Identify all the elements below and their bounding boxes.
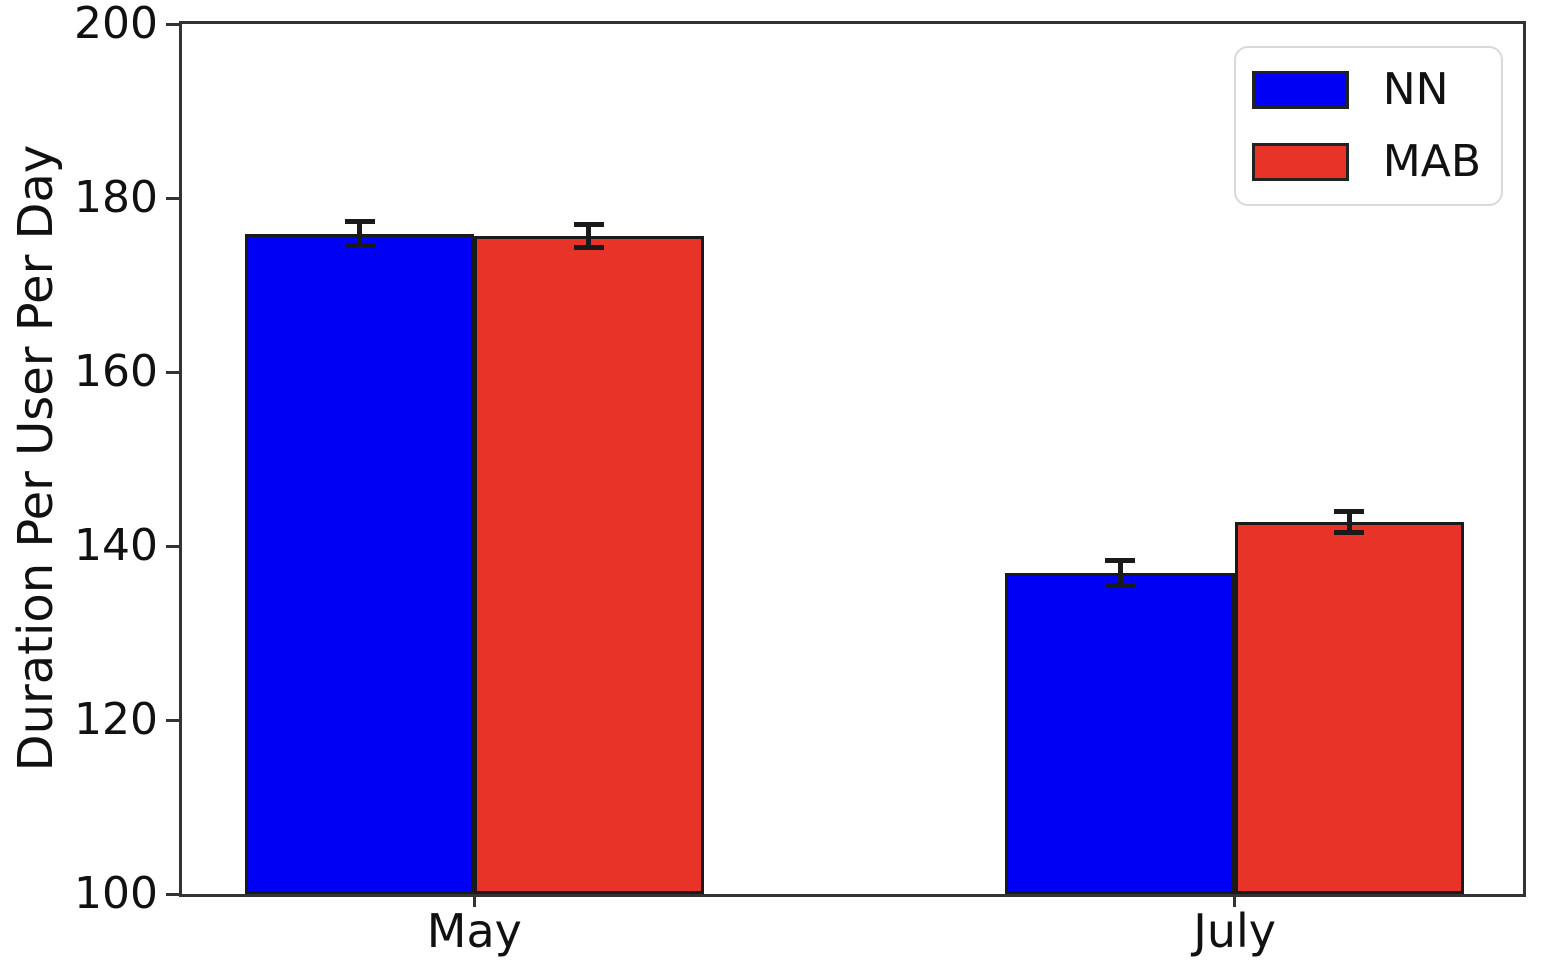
error-bar-cap (1334, 508, 1365, 514)
y-axis-label: Duration Per User Per Day (8, 144, 64, 772)
error-bar-cap (344, 218, 375, 224)
y-tick-label: 200 (74, 0, 158, 49)
error-bar (1117, 560, 1123, 586)
error-bar-cap (1334, 529, 1365, 535)
bar-nn-july (1005, 572, 1235, 894)
x-tick-mark (472, 894, 476, 907)
plot-area: 100 120 140 160 180 200 NN MAB May July (74, 2, 1526, 954)
error-bar (1346, 511, 1352, 533)
legend-item-nn: NN (1251, 64, 1481, 116)
error-bar-cap (1105, 582, 1136, 588)
x-tick-label-july: July (1193, 904, 1277, 958)
error-bar (357, 221, 363, 246)
error-bar-cap (344, 243, 375, 249)
error-bar-cap (1105, 558, 1136, 564)
y-tick-mark (166, 196, 179, 200)
y-tick-label: 120 (74, 694, 158, 745)
legend-label-nn: NN (1382, 64, 1449, 115)
y-tick-mark (166, 22, 179, 26)
y-tick-mark (166, 892, 179, 896)
y-tick-label: 140 (74, 520, 158, 571)
x-tick-mark (1233, 894, 1237, 907)
legend-label-mab: MAB (1382, 136, 1481, 187)
y-tick-mark (166, 370, 179, 374)
bar-mab-july (1234, 521, 1464, 894)
y-tick-label: 160 (74, 346, 158, 397)
nn-color-swatch (1251, 71, 1349, 109)
x-tick-label-may: May (426, 904, 522, 958)
mab-color-swatch (1251, 143, 1349, 181)
y-tick-mark (166, 718, 179, 722)
error-bar (586, 224, 592, 248)
error-bar-cap (573, 245, 604, 251)
error-bar-cap (573, 222, 604, 228)
y-tick-mark (166, 544, 179, 548)
y-tick-label: 100 (74, 868, 158, 919)
legend: NN MAB (1233, 46, 1503, 206)
bar-mab-may (474, 236, 704, 894)
legend-item-mab: MAB (1251, 136, 1481, 188)
y-tick-label: 180 (74, 172, 158, 223)
bar-nn-may (245, 233, 475, 894)
